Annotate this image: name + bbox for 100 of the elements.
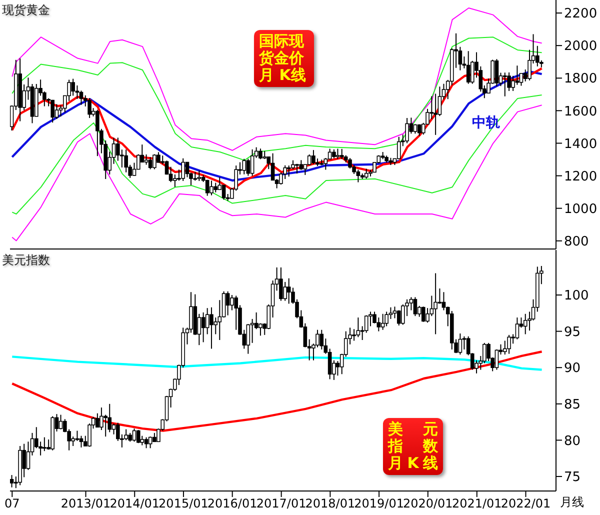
y-tick-label: 75 bbox=[564, 470, 581, 486]
candlestick bbox=[364, 168, 368, 180]
candlestick bbox=[88, 98, 92, 118]
candlestick bbox=[396, 310, 401, 326]
candlestick bbox=[96, 412, 100, 428]
x-tick-label: 2020/01 bbox=[402, 496, 453, 511]
y-tick-label: 80 bbox=[564, 434, 581, 449]
y-tick-label: 85 bbox=[564, 398, 581, 413]
candlestick bbox=[312, 150, 316, 165]
candlestick bbox=[279, 266, 283, 302]
candlestick bbox=[283, 281, 287, 302]
candlestick bbox=[230, 294, 234, 311]
y-tick-label: 1200 bbox=[564, 169, 598, 184]
candlestick bbox=[258, 148, 262, 160]
candlestick bbox=[376, 317, 381, 332]
candlestick bbox=[71, 78, 75, 96]
candlestick bbox=[515, 317, 520, 340]
candlestick bbox=[519, 72, 524, 86]
candlestick bbox=[250, 148, 254, 176]
candlestick bbox=[181, 158, 186, 182]
candlestick bbox=[494, 348, 499, 370]
candlestick bbox=[210, 306, 214, 350]
candlestick bbox=[421, 306, 426, 322]
candlestick bbox=[438, 86, 442, 117]
candlestick bbox=[75, 430, 80, 442]
x-tick-label: 2022/01 bbox=[500, 496, 551, 511]
candlestick bbox=[434, 272, 438, 335]
annotation: 美元指数月K线 bbox=[388, 420, 438, 472]
x-tick-label: 2019/01 bbox=[354, 496, 404, 511]
candlestick bbox=[356, 317, 360, 338]
x-tick-label: 2017/01 bbox=[256, 496, 306, 511]
candlestick bbox=[201, 312, 206, 343]
x-tick-label: 2016/01 bbox=[207, 496, 258, 511]
candlestick bbox=[50, 99, 54, 124]
candlestick bbox=[466, 50, 470, 84]
candlestick bbox=[79, 90, 84, 106]
candlestick bbox=[405, 117, 409, 144]
candlestick bbox=[108, 403, 112, 433]
y-tick-label: 1800 bbox=[564, 72, 598, 87]
candlestick bbox=[132, 428, 136, 442]
candlestick bbox=[242, 158, 246, 175]
y-tick-label: 800 bbox=[564, 234, 589, 250]
candlestick bbox=[173, 174, 177, 188]
candlestick bbox=[214, 182, 218, 193]
candlestick bbox=[523, 313, 528, 335]
candlestick bbox=[205, 179, 210, 196]
annotation: 国际现货金价月 K线 bbox=[259, 32, 307, 84]
candlestick bbox=[396, 136, 401, 160]
candlestick bbox=[368, 311, 372, 327]
candlestick bbox=[434, 93, 438, 136]
candlestick bbox=[356, 169, 360, 183]
y-tick-label: 100 bbox=[564, 288, 589, 304]
candlestick bbox=[384, 311, 388, 327]
candlestick bbox=[458, 332, 462, 356]
candlestick bbox=[197, 170, 202, 182]
candlestick bbox=[226, 290, 230, 316]
chart-title: 现货黄金 bbox=[2, 2, 50, 19]
y-tick-label: 90 bbox=[564, 361, 581, 376]
candlestick bbox=[144, 154, 148, 166]
x-tick-label: 2021/01 bbox=[452, 496, 502, 511]
line-series bbox=[12, 94, 542, 215]
candlestick bbox=[222, 184, 226, 200]
candlestick bbox=[58, 414, 63, 430]
candlestick bbox=[270, 152, 275, 181]
x-tick-label: 2013/01 bbox=[60, 496, 111, 511]
y-tick-label: 1000 bbox=[564, 202, 598, 217]
candlestick bbox=[136, 430, 140, 444]
candlestick bbox=[286, 278, 291, 304]
candlestick bbox=[413, 124, 418, 134]
candlestick bbox=[96, 109, 100, 157]
y-tick-label: 2000 bbox=[564, 39, 598, 54]
candlestick bbox=[458, 46, 462, 71]
line-series bbox=[12, 104, 542, 242]
candlestick bbox=[413, 296, 418, 317]
candlestick bbox=[462, 336, 466, 350]
candlestick bbox=[246, 158, 250, 176]
x-tick-label: 2014/01 bbox=[110, 496, 160, 511]
candlestick bbox=[246, 324, 250, 354]
candlestick bbox=[502, 72, 507, 97]
candlestick bbox=[79, 435, 84, 448]
candlestick bbox=[328, 348, 332, 380]
x-tick-label: 2015/01 bbox=[158, 496, 208, 511]
candlestick bbox=[409, 296, 414, 311]
candlestick bbox=[336, 148, 340, 160]
y-tick-label: 1600 bbox=[564, 104, 598, 120]
candlestick bbox=[380, 313, 385, 330]
candlestick bbox=[299, 160, 304, 170]
candlestick bbox=[320, 329, 324, 350]
candlestick bbox=[210, 180, 214, 196]
candlestick bbox=[222, 290, 226, 318]
y-tick-label: 95 bbox=[564, 324, 581, 340]
candlestick bbox=[152, 154, 156, 170]
x-tick-label: 2018/01 bbox=[305, 496, 356, 511]
candlestick bbox=[507, 334, 511, 354]
candlestick bbox=[340, 148, 344, 160]
chart-title: 美元指数 bbox=[2, 252, 50, 269]
candlestick bbox=[54, 104, 59, 120]
y-tick-label: 2200 bbox=[564, 6, 598, 22]
candlestick bbox=[42, 436, 46, 452]
candlestick bbox=[148, 156, 152, 170]
